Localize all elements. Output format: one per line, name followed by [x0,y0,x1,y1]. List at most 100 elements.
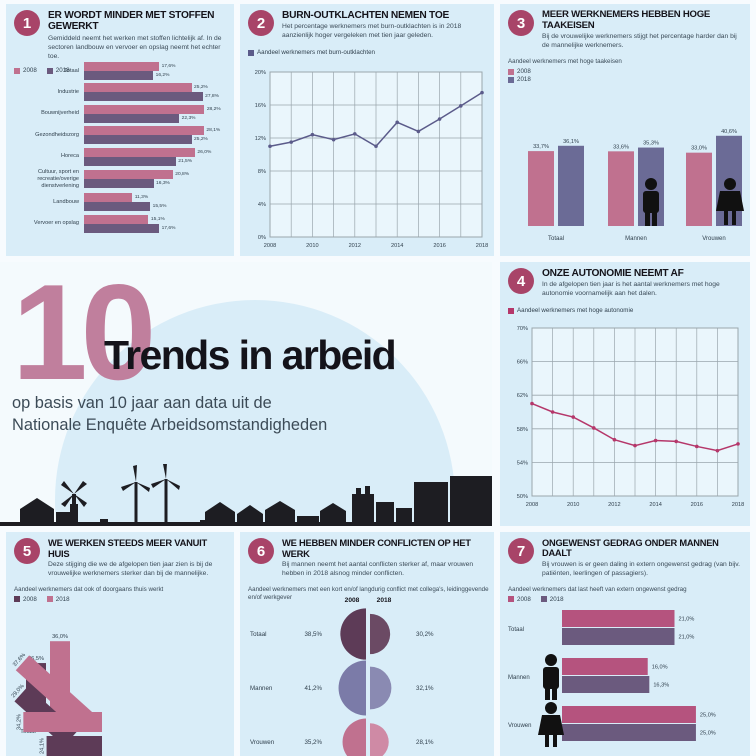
panel-6-halfcircle-chart: 2008 2018 Totaal 38,5% 30,2% Mannen 41,2% 32,1%… [240,592,494,756]
panel-5-header: 5 WE WERKEN STEEDS MEER VANUIT HUIS Deze… [6,532,234,581]
x-axis-tick-label: 2016 [433,243,445,249]
bar-line: 11,3% [84,193,228,203]
bar-group: 17,6% 16,2% [84,62,228,80]
bar-value-label: 33,6% [613,144,629,150]
data-point [736,442,740,446]
legend-swatch-icon [508,307,514,314]
bar-value-label: 15,1% [150,216,165,222]
bar-group: 11,3% 15,5% [84,193,228,212]
data-point [353,132,357,136]
legend-label: Aandeel werknemers met hoge autonomie [517,307,634,315]
legend-label: Aandeel werknemers met burn-outklachten [257,49,375,57]
legend-swatch-icon [46,67,53,74]
legend-item-burnout: Aandeel werknemers met burn-outklachten [248,49,375,56]
hero-subtitle-line-2: Nationale Enquête Arbeidsomstandigheden [12,415,328,434]
legend-item-2008: 2008 [508,68,750,75]
bar-value-label: 25,0% [700,713,716,719]
panel-3-title: MEER WERKNEMERS HEBBEN HOGE TAAKEISEN [542,9,711,31]
bar-line: 15,5% [84,202,228,212]
half-circle-2008 [338,660,366,716]
panel-5-axis-note: Aandeel werknemers dat ook of doorgaans … [14,585,164,593]
bar-2008 [84,126,204,136]
bar-value-label: 17,6% [161,225,176,231]
bar-value-label: 28,1% [206,128,221,134]
bar-category-label: Industrie [57,88,79,95]
panel-1-stoffen: 1 ER WORDT MINDER MET STOFFEN GEWERKT Ge… [6,4,234,256]
bar-value-label: 26,5% [28,656,44,662]
panel-1-title: ER WORDT MINDER MET STOFFEN GEWERKT [48,10,215,33]
y-axis-tick-label: 50% [517,494,528,500]
y-axis-tick-label: 62% [517,393,528,399]
y-axis-tick-label: 0% [258,235,266,241]
bar-line: 27,8% [84,92,228,102]
panel-6-subtitle: Bij mannen neemt het aantal conflicten s… [282,561,474,577]
x-axis-tick-label: 2014 [391,243,403,249]
hero-subtitle-line-1: op basis van 10 jaar aan data uit de [12,394,272,412]
female-figure-icon [716,178,744,225]
bar-category-label: Horeca [60,153,79,160]
bar-category-label: Vrouwen [702,236,725,242]
bar-2018 [15,655,94,729]
legend-label: 2018 [55,595,70,603]
bar-2018 [84,156,176,166]
data-point [395,120,399,125]
bar-value-label: 22,3% [181,115,196,121]
bar-group: 15,1% 17,6% [84,214,228,233]
legend-item-2018: 2018 [540,596,564,603]
hero-title-block: 10 Trends in arbeid op basis van 10 jaar… [0,262,492,526]
data-point [633,443,637,448]
bar-2008 [46,736,102,756]
x-axis-tick-label: 2018 [476,243,488,249]
bar-category-label: Mannen [625,236,647,242]
bar-value-label: 27,8% [205,94,219,100]
male-figure-icon [643,178,659,226]
bar-2008 [84,147,195,157]
panel-4-subtitle: In de afgelopen tien jaar is het aantal … [542,281,720,298]
legend-label: 2008 [517,68,531,76]
panel-3-number: 3 [508,10,534,36]
x-axis-tick-label: 2018 [732,502,744,508]
bar-line: 17,6% [84,223,228,233]
panel-7-bar-chart: 21,0% 21,0% Totaal 16,0% 16,3% Mannen 25,0% 25,… [500,596,750,756]
y-axis-tick-label: 70% [517,326,528,332]
bar-line: 21,5% [84,156,228,166]
panel-5-legend: 2008 2018 [14,596,234,603]
x-axis-tick-label: 2010 [567,502,579,508]
row-category-label: Vrouwen [250,739,275,746]
legend-swatch-icon [248,49,254,56]
bar-group: 28,1% 25,2% [84,126,228,145]
panel-2-header: 2 BURN-OUTKLACHTEN NEMEN TOE Het percent… [240,4,494,43]
bar-value-label: 15,5% [152,204,167,210]
legend-label: 2008 [23,67,37,75]
p7-plot: 21,0% 21,0% Totaal 16,0% 16,3% Mannen 25,0% 25,… [508,610,716,747]
y-axis-tick-label: 16% [255,103,266,109]
bar-line: 25,2% [84,83,228,93]
panel-1-legend: 2008 2018 [14,67,234,74]
panel-7-ongewenst-gedrag: 7 ONGEWENST GEDRAG ONDER MANNEN DAALT Bi… [500,532,750,756]
bar-value-label: 20,8% [175,172,190,178]
bar-2018 [562,724,696,741]
bar-value-label: 11,3% [134,195,149,201]
panel-3-bar-chart: 33,7% 36,1% Totaal 33,6% 35,3% Mannen 33,0% 40,… [500,104,750,254]
bar-value-label: 17,6% [161,64,176,69]
panel-1-number: 1 [14,10,40,36]
bar-2008 [84,62,160,71]
panel-6-axis-note: Aandeel werknemers met een kort en/of la… [248,585,489,601]
bar-value-label: 28,2% [206,106,221,112]
half-circle-2018 [370,723,389,756]
bar-2018 [84,179,154,189]
hero-subtitle: op basis van 10 jaar aan data uit de Nat… [12,393,327,437]
bar-2008 [562,610,675,627]
data-point [674,439,678,444]
panel-3-header: 3 MEER WERKNEMERS HEBBEN HOGE TAAKEISEN … [500,4,750,53]
legend-swatch-icon [540,596,547,603]
bar-2008 [84,104,205,114]
bar-2018 [84,135,192,145]
y-axis-tick-label: 12% [255,136,266,142]
p6-plot: 2008 2018 Totaal 38,5% 30,2% Mannen 41,2% 32,1%… [250,597,434,756]
bar-value-label: 34,2% [16,714,22,730]
row-category-label: Mannen [250,685,273,692]
bar-2008 [686,152,712,226]
panel-4-header: 4 ONZE AUTONOMIE NEEMT AF In de afgelope… [500,262,750,301]
bar-2018 [84,113,180,123]
